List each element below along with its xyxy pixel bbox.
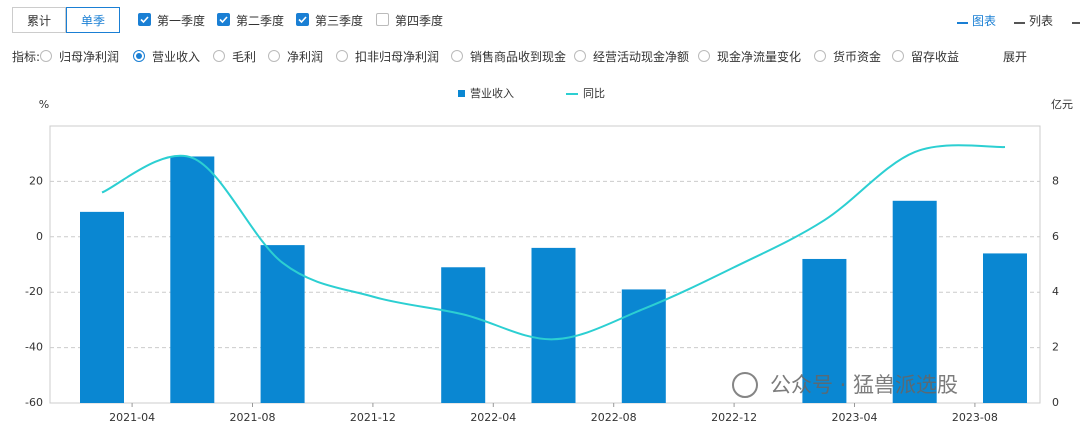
radio[interactable]: [213, 50, 225, 62]
y-tick-label: 20: [29, 174, 43, 187]
checkbox[interactable]: [217, 13, 230, 26]
watermark-icon: [732, 372, 758, 398]
x-tick-label: 2021-04: [109, 411, 155, 424]
bar: [80, 211, 124, 403]
y2-tick-label: 6: [1052, 230, 1059, 243]
bar: [621, 289, 666, 403]
check: [140, 16, 149, 24]
view-button[interactable]: 图表: [972, 14, 997, 28]
check: [219, 16, 228, 24]
radio[interactable]: [336, 50, 348, 62]
indicator-option: 销售商品收到现金: [470, 50, 567, 64]
bar: [260, 245, 305, 403]
x-tick-label: 2021-12: [350, 411, 396, 424]
tab[interactable]: 单季: [66, 7, 120, 33]
bar: [983, 253, 1027, 403]
y2-axis-unit: 亿元: [1051, 98, 1073, 111]
indicator-label: 指标:: [12, 50, 41, 64]
radio[interactable]: [892, 50, 904, 62]
checkbox-label: 第四季度: [395, 14, 444, 28]
view-icon[interactable]: [957, 13, 968, 24]
bar: [892, 200, 937, 403]
view-icon[interactable]: [1014, 13, 1025, 24]
y2-tick-label: 8: [1052, 174, 1059, 187]
checkbox-label: 第三季度: [315, 14, 364, 28]
bar: [802, 258, 847, 403]
radio[interactable]: [698, 50, 710, 62]
y2-tick-label: 0: [1052, 396, 1059, 409]
download-icon[interactable]: [1072, 12, 1080, 24]
indicator-option: 归母净利润: [59, 50, 120, 64]
radio-dot: [136, 53, 142, 59]
indicator-option: 营业收入: [152, 50, 201, 64]
bar: [531, 247, 576, 403]
radio[interactable]: [574, 50, 586, 62]
expand-button[interactable]: 展开: [1003, 50, 1028, 64]
watermark: 公众号 · 猛兽派选股: [770, 373, 958, 397]
radio[interactable]: [451, 50, 463, 62]
x-tick-label: 2022-08: [591, 411, 637, 424]
y2-tick-label: 4: [1052, 285, 1059, 298]
radio[interactable]: [133, 50, 145, 62]
radio[interactable]: [40, 50, 52, 62]
check: [298, 16, 307, 24]
bar: [170, 156, 215, 403]
line: [101, 144, 1006, 341]
x-tick-label: 2022-12: [711, 411, 757, 424]
view-button[interactable]: 列表: [1029, 14, 1054, 28]
checkbox[interactable]: [376, 13, 389, 26]
y-tick-label: -40: [25, 341, 43, 354]
radio[interactable]: [268, 50, 280, 62]
indicator-option: 货币资金: [833, 50, 882, 64]
radio[interactable]: [814, 50, 826, 62]
bar: [441, 267, 486, 403]
y-tick-label: -60: [25, 396, 43, 409]
x-tick-label: 2023-04: [832, 411, 878, 424]
x-tick-label: 2023-08: [952, 411, 998, 424]
y-axis-unit: %: [39, 98, 49, 111]
legend-label: 同比: [583, 87, 605, 100]
indicator-option: 扣非归母净利润: [355, 50, 440, 64]
y-tick-label: 0: [36, 230, 43, 243]
indicator-option: 现金净流量变化: [717, 50, 802, 64]
x-tick-label: 2022-04: [470, 411, 516, 424]
legend-swatch: [458, 90, 465, 97]
legend-label: 营业收入: [470, 86, 514, 100]
indicator-option: 净利润: [287, 50, 324, 64]
indicator-option: 经营活动现金净额: [593, 50, 690, 64]
checkbox-label: 第一季度: [157, 14, 206, 28]
checkbox-label: 第二季度: [236, 14, 285, 28]
checkbox[interactable]: [138, 13, 151, 26]
x-tick-label: 2021-08: [230, 411, 276, 424]
tab[interactable]: 累计: [12, 7, 66, 33]
indicator-option: 毛利: [232, 50, 257, 64]
y-tick-label: -20: [25, 285, 43, 298]
checkbox[interactable]: [296, 13, 309, 26]
y2-tick-label: 2: [1052, 341, 1059, 354]
indicator-option: 留存收益: [911, 50, 960, 64]
